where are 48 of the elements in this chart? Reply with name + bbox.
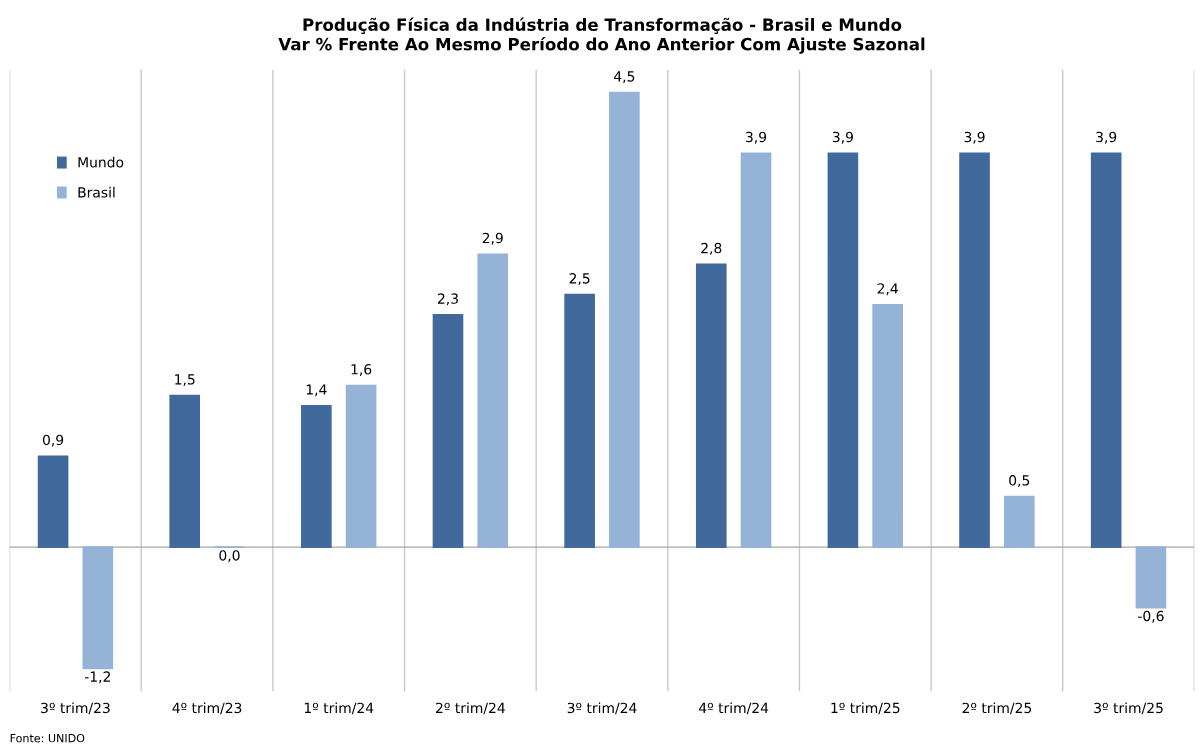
data-label: 2,9 <box>482 232 503 245</box>
data-label: 1,4 <box>306 384 327 397</box>
data-label: 2,5 <box>569 273 590 286</box>
bar <box>345 384 377 548</box>
data-label: 0,0 <box>219 550 240 563</box>
data-label: 1,6 <box>351 364 372 376</box>
bar <box>1135 546 1167 609</box>
data-label: 0,9 <box>42 434 64 447</box>
bar <box>1090 152 1122 548</box>
data-label: 2,8 <box>701 242 722 255</box>
bar <box>872 303 903 548</box>
source-note: Fonte: UNIDO <box>10 733 85 743</box>
data-label: 2,4 <box>877 283 898 296</box>
data-label: 2,3 <box>437 293 458 306</box>
x-tick-label: 3º trim/24 <box>567 702 637 715</box>
x-tick-label: 2º trim/24 <box>436 702 505 715</box>
bar <box>477 253 509 548</box>
data-label: 3,9 <box>832 131 853 144</box>
bar <box>695 263 727 548</box>
legend-label: Brasil <box>78 186 115 198</box>
data-label: -0,6 <box>1138 610 1164 623</box>
x-tick-label: 3º trim/23 <box>41 702 110 715</box>
bar <box>564 293 595 548</box>
bar <box>959 152 990 548</box>
x-tick-label: 3º trim/25 <box>1094 702 1163 715</box>
data-label: 0,5 <box>1009 475 1030 488</box>
x-tick-label: 4º trim/24 <box>698 702 769 715</box>
bar <box>82 546 114 670</box>
bar <box>37 455 69 548</box>
legend-label: Mundo <box>78 156 124 168</box>
bar <box>1003 495 1035 548</box>
chart-title: Produção Física da Indústria de Transformação - Brasil e Mundo Var % Frente Ao Mesmo Período do Ano Anterior Com Ajuste Sazonal <box>278 17 925 54</box>
data-label: 1,5 <box>175 374 195 387</box>
data-label: 3,9 <box>746 131 767 144</box>
x-tick-label: 1º trim/25 <box>831 702 900 715</box>
data-label: 3,9 <box>1096 131 1117 144</box>
bar <box>432 314 464 548</box>
bar <box>169 394 201 548</box>
bar <box>827 152 859 548</box>
bar <box>609 91 640 548</box>
data-label: 3,9 <box>964 131 985 144</box>
bar <box>740 152 772 548</box>
x-tick-label: 2º trim/25 <box>962 702 1032 715</box>
x-tick-label: 1º trim/24 <box>304 702 374 715</box>
data-label: 4,5 <box>614 71 635 84</box>
bar <box>301 404 332 548</box>
data-label: -1,2 <box>84 671 110 684</box>
x-tick-label: 4º trim/23 <box>172 702 242 715</box>
